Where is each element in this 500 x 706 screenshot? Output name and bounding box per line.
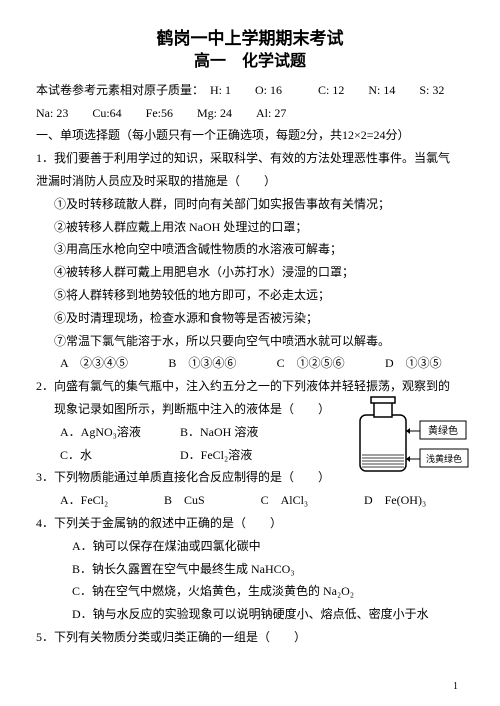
question-1-statement-4: ④被转移人群可戴上用肥皂水（小苏打水）浸湿的口罩； bbox=[36, 261, 464, 284]
question-3-option-a: A．FeCl₂ bbox=[60, 489, 146, 512]
atomic-masses-line2: Na: 23 Cu:64 Fe:56 Mg: 24 Al: 27 bbox=[36, 102, 464, 125]
question-5-stem: 5．下列有关物质分类或归类正确的一组是（ ） bbox=[36, 626, 464, 649]
question-2-option-c: C．水 bbox=[60, 444, 180, 467]
question-1-option-d: D ①③⑤ bbox=[385, 352, 464, 375]
question-2-stem-line2: 现象记录如图所示，判断瓶中注入的液体是（ ） bbox=[36, 398, 336, 421]
question-1-option-a: A ②③④⑤ bbox=[60, 352, 150, 375]
exam-subtitle: 高一 化学试题 bbox=[36, 52, 464, 73]
question-1-statement-7: ⑦常温下氯气能溶于水，所以只要向空气中喷洒水就可以解毒。 bbox=[36, 330, 464, 353]
question-2-option-b: B．NaOH 溶液 bbox=[180, 421, 300, 444]
question-4-option-c: C．钠在空气中燃烧，火焰黄色，生成淡黄色的 Na₂O₂ bbox=[36, 580, 464, 603]
question-1-statement-1: ①及时转移疏散人群，同时向有关部门如实报告事故有关情况； bbox=[36, 193, 464, 216]
question-3-option-c: C AlCl₃ bbox=[261, 489, 346, 512]
question-1-statement-2: ②被转移人群应戴上用浓 NaOH 处理过的口罩； bbox=[36, 216, 464, 239]
label-light-yellow-green: 浅黄绿色 bbox=[426, 453, 462, 464]
section-heading-1: 一、单项选择题（每小题只有一个正确选项，每题2分，共12×2=24分） bbox=[36, 124, 464, 147]
page-number: 1 bbox=[453, 677, 458, 696]
question-1-option-b: B ①③④⑥ bbox=[168, 352, 258, 375]
gas-bottle-diagram: 黄绿色 浅黄绿色 bbox=[352, 393, 470, 479]
question-1-stem-line1: 1．我们要善于利用学过的知识，采取科学、有效的方法处理恶性事件。当氯气 bbox=[36, 147, 464, 170]
question-4-option-d: D．钠与水反应的实验现象可以说明钠硬度小、熔点低、密度小于水 bbox=[36, 603, 464, 626]
question-1-options: A ②③④⑤ B ①③④⑥ C ①②⑤⑥ D ①③⑤ bbox=[36, 352, 464, 375]
question-4-stem: 4．下列关于金属钠的叙述中正确的是（ ） bbox=[36, 512, 464, 535]
question-3-option-d: D Fe(OH)₃ bbox=[364, 489, 464, 512]
question-3-option-b: B CuS bbox=[164, 489, 243, 512]
question-2: 2．向盛有氯气的集气瓶中，注入约五分之一的下列液体并轻轻振荡，观察到的 现象记录… bbox=[36, 375, 464, 466]
question-3-options: A．FeCl₂ B CuS C AlCl₃ D Fe(OH)₃ bbox=[36, 489, 464, 512]
question-1-statement-3: ③用高压水枪向空中喷洒含碱性物质的水溶液可解毒； bbox=[36, 238, 464, 261]
question-4-option-b: B．钠长久露置在空气中最终生成 NaHCO₃ bbox=[36, 558, 464, 581]
question-1-statement-6: ⑥及时清理现场，检查水源和食物等是否被污染； bbox=[36, 307, 464, 330]
question-1-stem-line2: 泄漏时消防人员应及时采取的措施是（ ） bbox=[36, 170, 464, 193]
question-1-statement-5: ⑤将人群转移到地势较低的地方即可，不必走太远； bbox=[36, 284, 464, 307]
question-2-options: A．AgNO₃溶液 B．NaOH 溶液 C．水 D．FeCl₂溶液 bbox=[36, 421, 336, 467]
question-4-option-a: A．钠可以保存在煤油或四氯化碳中 bbox=[36, 535, 464, 558]
question-2-option-a: A．AgNO₃溶液 bbox=[60, 421, 180, 444]
question-1-option-c: C ①②⑤⑥ bbox=[277, 352, 367, 375]
atomic-masses-line1: 本试卷参考元素相对原子质量： H: 1 O: 16 C: 12 N: 14 S:… bbox=[36, 79, 464, 102]
question-2-option-d: D．FeCl₂溶液 bbox=[180, 444, 300, 467]
label-yellow-green: 黄绿色 bbox=[428, 424, 458, 437]
exam-title: 鹤岗一中上学期期末考试 bbox=[36, 28, 464, 50]
